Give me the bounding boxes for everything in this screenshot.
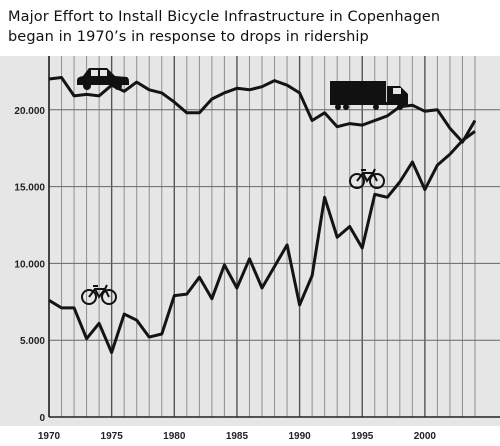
y-tick-label: 10.000 xyxy=(14,259,45,270)
chart-title: Major Effort to Install Bicycle Infrastr… xyxy=(8,7,494,47)
x-tick-label: 1980 xyxy=(163,431,186,442)
y-tick-label: 15.000 xyxy=(14,183,45,194)
x-tick-label: 1970 xyxy=(38,431,61,442)
y-tick-label: 0 xyxy=(39,413,45,424)
x-tick-label: 1975 xyxy=(101,431,124,442)
chart-title-line-2: began in 1970’s in response to drops in … xyxy=(8,29,369,45)
series-line-bicycle xyxy=(48,130,476,354)
car-icon xyxy=(77,68,129,90)
y-tick-label: 20.000 xyxy=(14,106,45,117)
chart-title-line-1: Major Effort to Install Bicycle Infrastr… xyxy=(8,9,441,25)
x-tick-label: 2000 xyxy=(414,431,437,442)
truck-icon xyxy=(330,81,408,110)
icons xyxy=(77,68,408,305)
x-tick-label: 1985 xyxy=(226,431,249,442)
grid-lines xyxy=(48,56,500,418)
x-tick-label: 1990 xyxy=(288,431,311,442)
axes: 0 5.000 10.000 15.000 20.000 1970 1975 1980 1985… xyxy=(14,56,500,442)
x-tick-label: 1995 xyxy=(351,431,374,442)
bicycle-icon xyxy=(349,168,385,189)
plot-background xyxy=(0,56,500,426)
bicycle-icon xyxy=(81,284,117,305)
y-tick-label: 5.000 xyxy=(20,336,45,347)
